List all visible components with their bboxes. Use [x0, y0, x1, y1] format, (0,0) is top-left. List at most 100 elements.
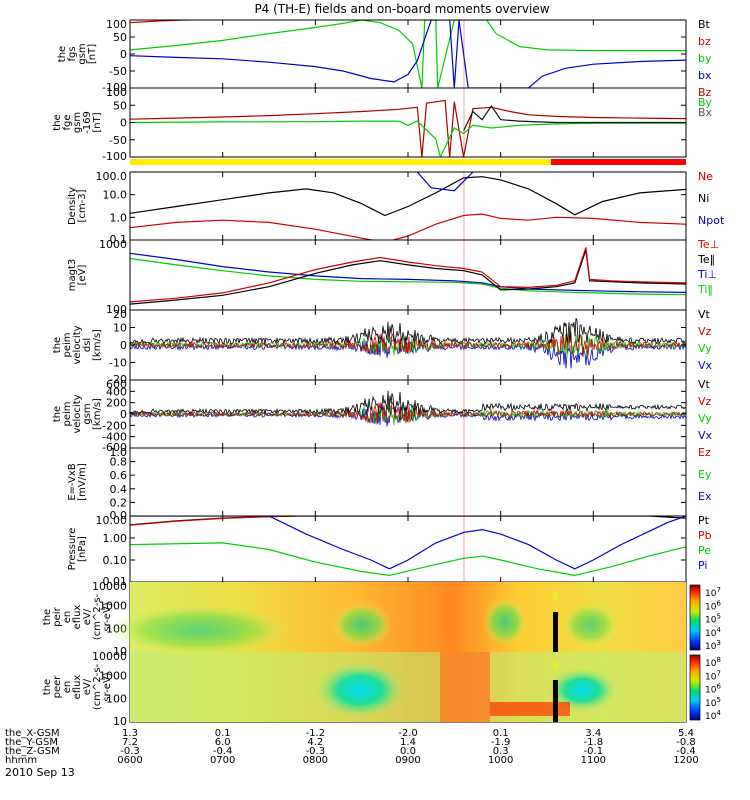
ytick-label: 0: [120, 339, 127, 352]
ephemeris-row-label: the_Z-GSM: [5, 746, 60, 757]
ylabel-line: peim: [62, 332, 73, 357]
ytick-label: 10.00: [96, 514, 128, 527]
panel-temperature: 1000 100 magt3 [eV] Te⊥ Te‖ Ti⊥ Ti‖: [67, 238, 719, 316]
ytick-label: -10: [109, 357, 127, 370]
ylabel-line: the: [42, 609, 53, 625]
legend-Pt: Pt: [698, 514, 710, 527]
ytick-label: 0: [120, 408, 127, 421]
ylabel-line: gsm: [77, 43, 88, 64]
ephemeris-row-label: hhmm: [5, 755, 37, 766]
ytick-label: 10: [113, 322, 127, 335]
ylabel-line: en: [62, 611, 73, 624]
ephemeris-value: 6.0: [215, 737, 231, 748]
legend-Bx: Bx: [698, 106, 713, 119]
legend-Ey: Ey: [698, 468, 712, 481]
ylabel-line: Pressure: [67, 528, 78, 571]
colorbar-label: 104: [705, 709, 721, 722]
ylabel-line: the: [57, 46, 68, 62]
ephemeris-value: 1.4: [400, 737, 416, 748]
ylabel-line: [km/s]: [92, 329, 103, 361]
ylabel-line: the: [52, 114, 63, 130]
ytick-label: 0.01: [103, 575, 128, 588]
ytick-label: 50: [113, 99, 127, 112]
legend-Bz: Bz: [698, 86, 712, 99]
colorbar-label: 104: [705, 626, 721, 639]
legend-Pb: Pb: [698, 529, 712, 542]
ylabel-line: peir: [52, 606, 63, 626]
legend-bz: bz: [698, 35, 711, 48]
ylabel-line: eflux: [72, 675, 83, 700]
ytick-label: 200: [106, 397, 127, 410]
legend-Npot: Npot: [698, 214, 725, 227]
ytick-label: -50: [109, 65, 127, 78]
legend-By: By: [698, 96, 713, 109]
ytick-label: 1.0: [110, 446, 128, 459]
legend-Vy: Vy: [698, 342, 712, 355]
legend-Te⊥: Te⊥: [697, 238, 719, 251]
ylabel-line: eflux: [72, 605, 83, 630]
series-by-line: [130, 20, 686, 88]
ytick-label: -200: [102, 419, 127, 432]
ylabel-line: eV/: [82, 678, 93, 695]
velocity_gsm-traces: [130, 390, 686, 427]
ylabel-line: [km/s]: [92, 398, 103, 430]
panel-density: 100.0 10.0 1.0 0.1 Density [cm-3] Ne Ni Npot: [67, 170, 725, 246]
ylabel-line: the: [52, 406, 63, 422]
ylabel-line: peer: [52, 675, 63, 699]
ytick-label: 1000: [99, 238, 127, 251]
ylabel-line: E=-VxB: [67, 463, 78, 500]
legend-Vy: Vy: [698, 412, 712, 425]
ephemeris-value: 1200: [673, 755, 698, 766]
legend-Pe: Pe: [698, 544, 711, 557]
ephemeris-value: -0.1: [584, 746, 604, 757]
ytick-label: 0.2: [110, 496, 128, 509]
panel-velocity_dsl: 2010 0 -10 -20 the peim velocity dsl [km/s] Vt Vz V…: [52, 308, 713, 386]
legend-Ni: Ni: [698, 192, 709, 205]
legend-Vx: Vx: [698, 429, 713, 442]
ion-colorbar: [689, 584, 701, 651]
panel-frame: [129, 515, 687, 583]
ylabel-line: [mV/m]: [77, 463, 88, 501]
legend-Vx: Vx: [698, 359, 713, 372]
ylabel-line: (cm^2-s-: [92, 663, 103, 710]
ephemeris-value: 0.0: [400, 746, 416, 757]
ylabel-line: eV/: [82, 608, 93, 625]
ephemeris-block: the_X-GSM 1.3 0.1 -1.2 -2.0 0.1 3.4 5.4 the_Y-GS…: [5, 728, 699, 766]
ytick-label: 100: [106, 303, 127, 316]
ephemeris-value: 3.4: [585, 728, 601, 739]
ephemeris-value: 5.4: [678, 728, 694, 739]
ylabel-line: the: [42, 679, 53, 695]
ephemeris-value: 4.2: [307, 737, 323, 748]
ylabel-line: gsm: [82, 403, 93, 424]
ytick-label: 100: [106, 86, 127, 99]
series-Te-line: [130, 249, 686, 305]
ephemeris-value: -0.3: [120, 746, 140, 757]
legend-Bt: Bt: [698, 18, 711, 31]
series-Ti-line: [130, 252, 686, 293]
series-Bx-line: [463, 104, 686, 132]
ephemeris-value: -1.8: [584, 737, 604, 748]
panel-efield: 1.00.80.60.40.20.0 E=-VxB [mV/m] Ez Ey Ex: [67, 446, 712, 522]
colorbar-label: 105: [705, 613, 721, 626]
series-Npot-line: [416, 172, 474, 192]
colorbar-label: 106: [705, 599, 721, 612]
legend-Ti‖: Ti‖: [697, 283, 713, 296]
ytick-label: 1000: [99, 599, 127, 612]
ytick-label: 0: [120, 48, 127, 61]
series-Pe-line: [130, 542, 686, 577]
legend-Ez: Ez: [698, 446, 711, 459]
ytick-label: 400: [106, 385, 127, 398]
ytick-label: -100: [102, 150, 127, 163]
ytick-label: 100: [106, 18, 127, 31]
ephemeris-value: -1.9: [491, 737, 511, 748]
ephemeris-value: 1100: [581, 755, 606, 766]
ytick-label: -600: [102, 441, 127, 454]
ephemeris-row-label: the_X-GSM: [5, 728, 59, 739]
colorbar-label: 107: [705, 669, 721, 682]
ephemeris-value: -1.2: [306, 728, 326, 739]
ylabel-line: fge: [62, 114, 73, 130]
ytick-label: 50: [113, 31, 127, 44]
